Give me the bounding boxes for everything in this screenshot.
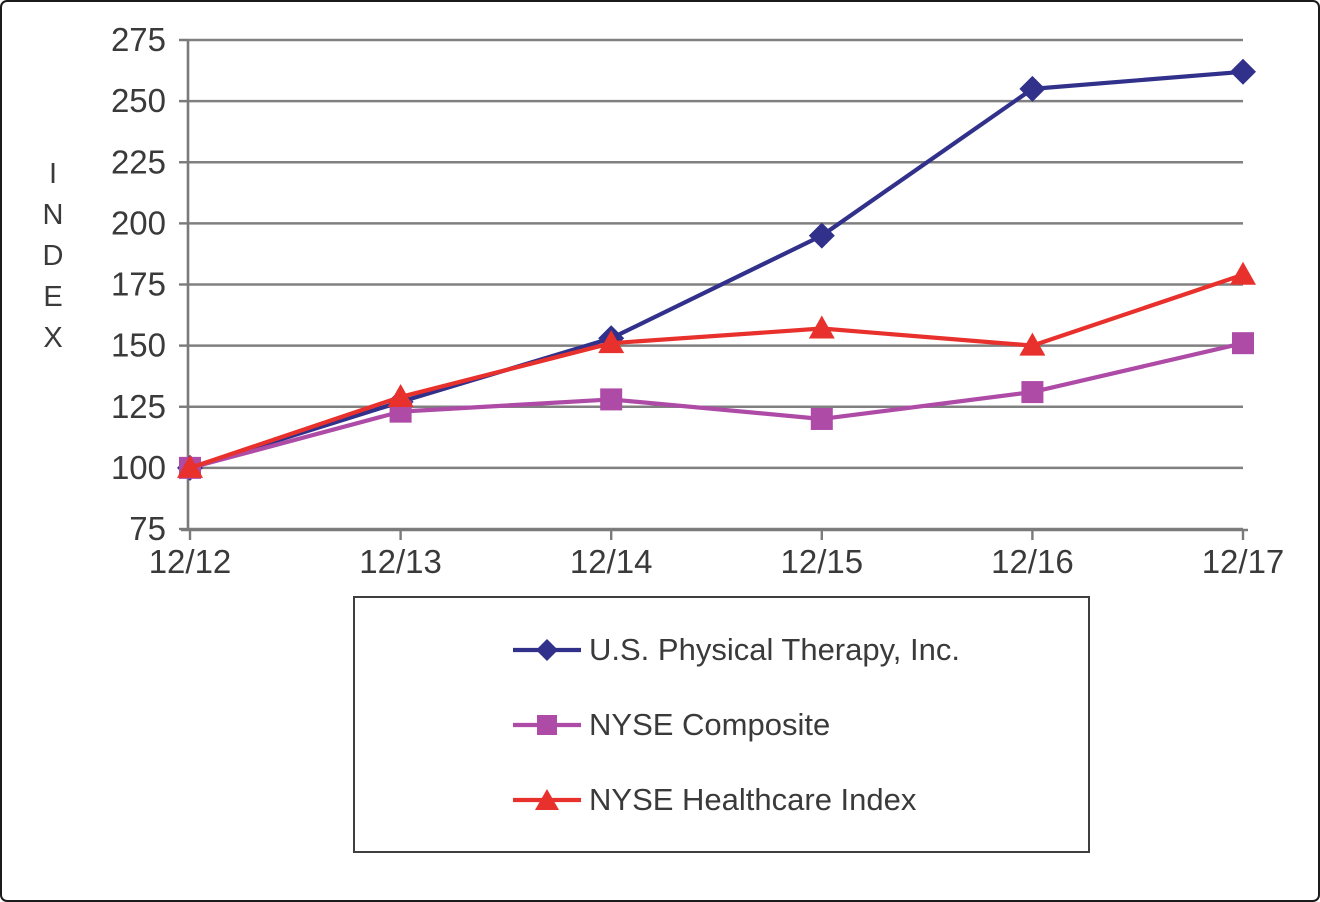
series-line xyxy=(189,341,1244,470)
data-point-triangle xyxy=(387,383,414,407)
data-point-triangle xyxy=(1230,261,1256,285)
x-tick-label: 12/16 xyxy=(991,543,1074,580)
data-point-triangle xyxy=(598,330,625,354)
data-point-square xyxy=(1021,381,1044,404)
legend-label: NYSE Composite xyxy=(589,706,831,742)
y-tick-label: 225 xyxy=(111,143,166,180)
y-tick-label: 250 xyxy=(111,82,166,119)
data-point-diamond xyxy=(1019,75,1046,102)
y-axis-title-letter: N xyxy=(43,199,64,231)
legend-label: U.S. Physical Therapy, Inc. xyxy=(589,631,961,667)
y-tick-label: 200 xyxy=(111,204,166,241)
x-tick-label: 12/14 xyxy=(570,543,653,580)
legend: U.S. Physical Therapy, Inc. NYSE Composi… xyxy=(353,596,1090,853)
data-point-square xyxy=(1232,332,1254,355)
y-axis-title-letter: X xyxy=(43,322,62,354)
data-point-diamond xyxy=(808,222,835,249)
diamond-marker-icon xyxy=(513,638,581,661)
data-point-triangle xyxy=(1019,332,1046,356)
x-tick-label: 12/12 xyxy=(149,543,232,580)
data-point-diamond xyxy=(1230,58,1256,85)
legend-item-nyse-composite: NYSE Composite xyxy=(513,707,1078,743)
y-axis-title-letter: I xyxy=(49,158,57,190)
y-tick-label: 75 xyxy=(129,510,166,547)
series-line xyxy=(189,69,1244,470)
series-line xyxy=(189,272,1244,470)
x-tick-label: 12/17 xyxy=(1202,543,1285,580)
legend-item-nyse-healthcare: NYSE Healthcare Index xyxy=(513,782,1078,818)
legend-label: NYSE Healthcare Index xyxy=(589,781,917,817)
x-tick-label: 12/13 xyxy=(359,543,442,580)
triangle-marker-icon xyxy=(513,788,581,810)
y-tick-label: 125 xyxy=(111,388,166,425)
y-axis-title-letter: D xyxy=(43,240,64,272)
data-point-triangle xyxy=(177,454,203,478)
legend-item-us-physical-therapy: U.S. Physical Therapy, Inc. xyxy=(513,632,1078,668)
y-axis-title-letter: E xyxy=(43,281,62,313)
square-marker-icon xyxy=(513,714,581,735)
series-square xyxy=(179,332,1254,479)
y-tick-label: 175 xyxy=(111,266,166,303)
y-tick-label: 275 xyxy=(111,21,166,58)
series-triangle xyxy=(177,261,1256,478)
data-point-square xyxy=(810,407,833,430)
x-tick-label: 12/15 xyxy=(781,543,864,580)
data-point-square xyxy=(600,388,623,411)
y-tick-label: 150 xyxy=(111,327,166,364)
y-tick-label: 100 xyxy=(111,449,166,486)
data-point-triangle xyxy=(808,315,835,339)
